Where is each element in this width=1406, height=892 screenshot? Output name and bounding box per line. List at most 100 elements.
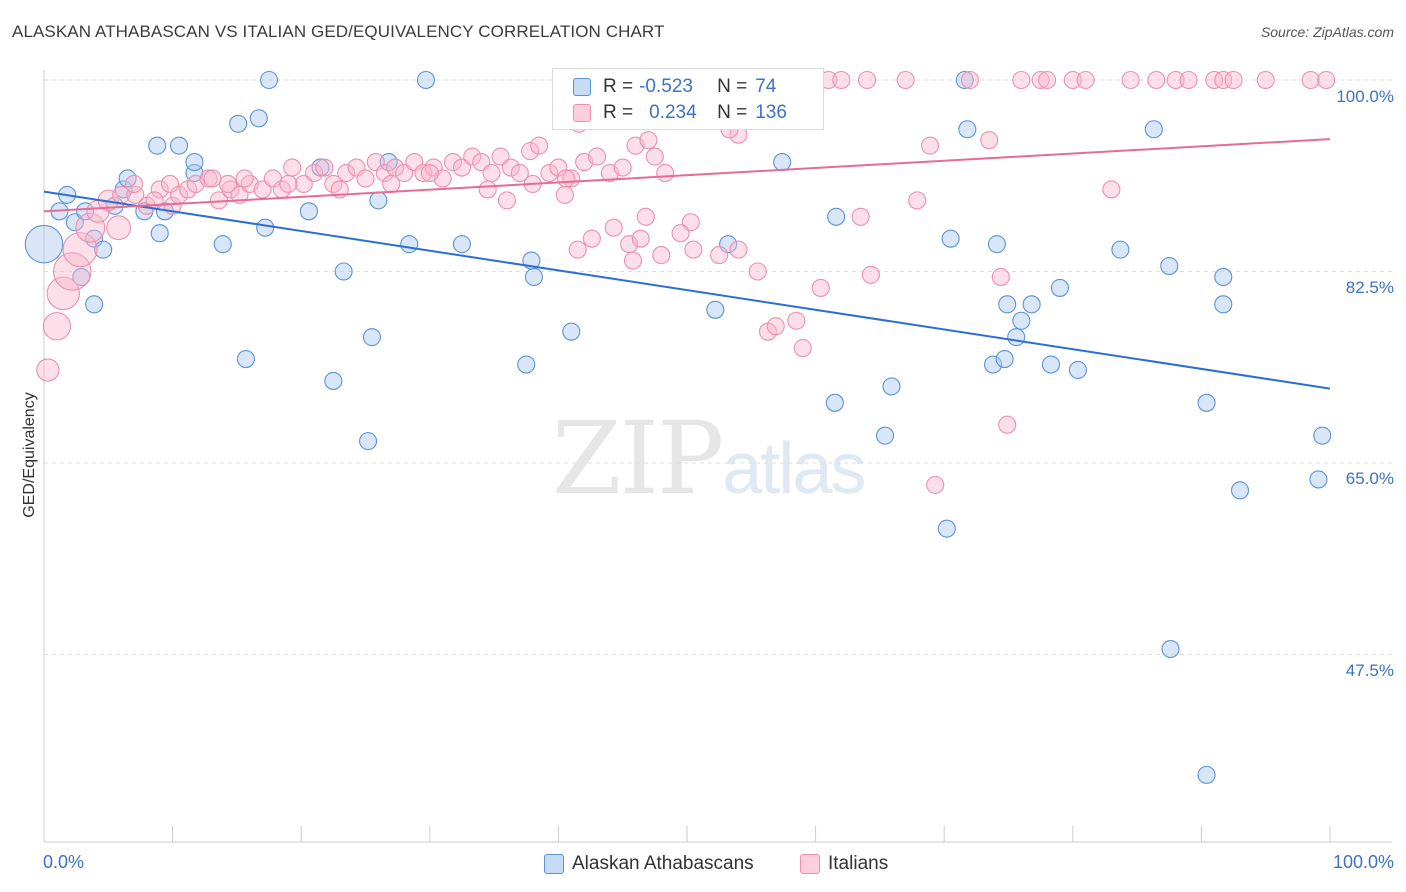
chart-title: ALASKAN ATHABASCAN VS ITALIAN GED/EQUIVA… (12, 22, 665, 41)
italian-point (382, 174, 401, 194)
x-tick-label-max: 100.0% (1332, 852, 1394, 872)
r-label: R = (603, 102, 634, 123)
athabascan-point (1160, 256, 1179, 276)
r-label: R = (603, 76, 634, 97)
athabascan-point (1309, 470, 1328, 489)
n-label: N = (717, 76, 748, 97)
athabascan-point (1111, 240, 1130, 259)
athabascan-point (937, 519, 956, 538)
athabascan-point (150, 224, 169, 243)
italian-point (540, 163, 559, 183)
athabascan-point (827, 207, 846, 226)
legend-label: Italians (828, 853, 889, 874)
italian-point (991, 267, 1010, 287)
italian-point (375, 163, 394, 183)
correlation-row-italian: R = 0.234 N = 136 (573, 101, 787, 125)
italian-point (463, 147, 482, 166)
legend-italians[interactable]: Italians (800, 852, 888, 876)
italian-point (1317, 70, 1336, 90)
italian-point (42, 312, 72, 341)
r-value: 0.234 (649, 102, 697, 123)
italian-point (315, 158, 334, 177)
italian-point (199, 169, 218, 188)
legend-label: Alaskan Athabascans (572, 853, 754, 874)
athabascan-point (185, 153, 204, 172)
italian-point (604, 218, 623, 237)
italian-point (766, 317, 785, 336)
athabascan-point (517, 355, 536, 374)
athabascan-point (400, 235, 419, 254)
italian-point (857, 70, 877, 90)
italian-point (1256, 70, 1275, 90)
italian-point (793, 339, 812, 358)
athabascan-point (362, 328, 381, 347)
italian-point (557, 169, 576, 188)
italian-point (1076, 70, 1095, 90)
athabascan-point (236, 349, 255, 369)
italian-point (478, 180, 497, 199)
italian-point (235, 169, 254, 188)
athabascan-point (76, 202, 95, 221)
athabascan-point (452, 235, 472, 254)
italian-point (420, 163, 439, 183)
italian-point (521, 142, 540, 161)
athabascan-point (987, 235, 1006, 254)
italian-point (861, 265, 880, 284)
athabascan-point (369, 191, 388, 210)
athabascan-point (213, 235, 232, 254)
italian-legend-swatch (800, 854, 820, 874)
italian-point (53, 252, 92, 291)
athabascan-point (984, 355, 1003, 374)
athabascan-point (882, 377, 901, 396)
athabascan-point (249, 109, 268, 128)
athabascan-point (299, 202, 318, 221)
italian-point (623, 251, 643, 270)
italian-point (998, 415, 1017, 434)
legend-athabascans[interactable]: Alaskan Athabascans (544, 852, 754, 876)
italian-point (729, 240, 748, 259)
italian-point (106, 215, 132, 241)
italian-point (613, 158, 632, 177)
athabascan-point (169, 136, 189, 155)
athabascan-point (1144, 120, 1163, 139)
athabascan-trend-line (43, 190, 1331, 390)
athabascan-point (958, 120, 977, 139)
italian-point (337, 163, 356, 183)
italian-point (36, 358, 60, 382)
italian-point (896, 70, 915, 90)
x-tick-label-min: 0.0% (43, 852, 85, 872)
italian-point (356, 169, 375, 188)
athabascan-point (1197, 393, 1216, 412)
italian-point (587, 147, 607, 166)
italian-point (510, 163, 529, 183)
italian-point (1102, 180, 1121, 199)
italian-point (1031, 70, 1050, 90)
italian-point (124, 174, 144, 194)
italian-point (832, 70, 851, 90)
y-tick-label: 65.0% (1345, 469, 1394, 488)
watermark-zip: ZIP (552, 400, 724, 517)
italian-point (1301, 70, 1320, 90)
athabascan-point (524, 267, 544, 287)
italian-point (1166, 70, 1185, 90)
italian-point (283, 158, 302, 177)
italian-point (710, 246, 729, 265)
athabascan-point (955, 70, 974, 90)
italian-point (414, 163, 433, 183)
athabascan-point (324, 371, 343, 390)
athabascan-point (1041, 355, 1060, 374)
n-value: 74 (755, 76, 777, 97)
axes (43, 70, 1392, 843)
italian-point (684, 240, 703, 259)
italian-point (75, 212, 106, 243)
athabascan-point (1214, 295, 1233, 314)
watermark-atlas: atlas (722, 429, 866, 509)
athabascan-point (875, 426, 895, 445)
italian-point (203, 169, 222, 188)
athabascan-point (359, 432, 378, 451)
athabascan-point (334, 262, 353, 281)
y-axis-title: GED/Equivalency (21, 392, 38, 518)
r-value: -0.523 (639, 76, 693, 97)
italian-swatch (573, 104, 591, 122)
